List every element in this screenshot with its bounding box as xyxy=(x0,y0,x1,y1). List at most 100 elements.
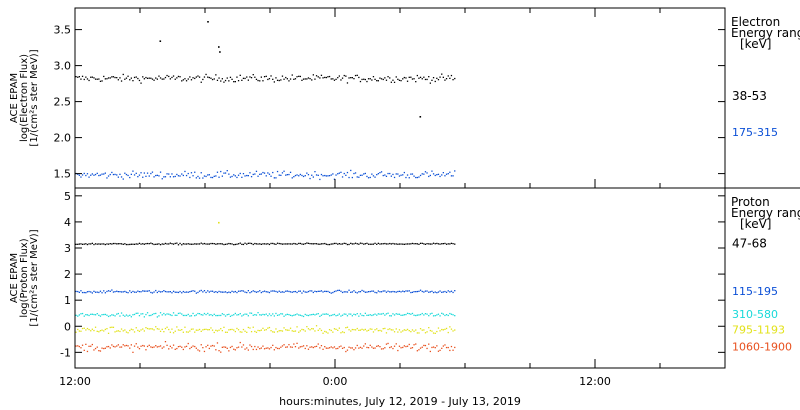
data-point xyxy=(244,313,246,315)
data-point xyxy=(148,290,150,292)
data-point xyxy=(228,291,230,293)
data-point xyxy=(78,330,80,332)
data-point xyxy=(91,173,93,175)
data-point xyxy=(380,171,383,173)
legend-proton-0: 47-68 xyxy=(732,236,767,250)
data-point xyxy=(384,242,386,245)
data-point xyxy=(341,77,344,79)
data-point xyxy=(236,176,238,179)
data-point xyxy=(405,176,407,179)
data-point xyxy=(454,290,456,292)
data-point xyxy=(104,347,106,349)
data-point xyxy=(229,328,232,331)
data-point xyxy=(202,177,204,179)
data-point xyxy=(241,346,243,348)
data-point xyxy=(190,290,193,292)
data-point xyxy=(158,290,160,292)
data-point xyxy=(367,177,370,179)
data-point xyxy=(322,175,324,177)
data-point xyxy=(255,291,258,293)
data-point xyxy=(77,345,79,347)
data-point xyxy=(83,172,85,175)
data-point xyxy=(195,314,197,316)
data-point xyxy=(288,243,290,245)
data-point xyxy=(156,78,158,80)
data-point xyxy=(359,313,362,315)
data-point xyxy=(423,173,425,175)
data-point xyxy=(395,328,397,330)
data-point xyxy=(233,329,235,331)
data-point xyxy=(338,289,340,291)
data-point xyxy=(424,78,427,81)
data-point xyxy=(265,313,267,315)
data-point xyxy=(294,78,297,80)
proton-legend-title-line: [keV] xyxy=(740,217,771,231)
data-point xyxy=(341,347,344,349)
data-point xyxy=(372,243,375,245)
data-point xyxy=(94,314,97,316)
data-point xyxy=(377,173,379,175)
data-point xyxy=(101,173,103,175)
data-point xyxy=(346,291,349,293)
data-point xyxy=(224,331,227,333)
data-point xyxy=(361,289,363,292)
data-point xyxy=(299,330,301,332)
data-point xyxy=(341,243,344,245)
data-point xyxy=(294,290,297,293)
data-point xyxy=(109,173,111,176)
data-point xyxy=(259,243,261,245)
data-point xyxy=(410,291,412,294)
data-point xyxy=(181,80,183,82)
data-point xyxy=(385,291,388,293)
data-point xyxy=(237,329,240,331)
data-point xyxy=(296,326,298,328)
data-point xyxy=(127,332,129,334)
data-point xyxy=(129,329,131,332)
data-point xyxy=(372,290,375,292)
data-point xyxy=(428,315,430,317)
data-point xyxy=(273,243,275,245)
data-point xyxy=(234,81,236,83)
data-point xyxy=(219,51,221,53)
data-point xyxy=(338,243,340,245)
data-point xyxy=(254,345,256,348)
proton-ytick-label: 1 xyxy=(64,294,71,307)
data-point xyxy=(439,330,441,332)
data-point xyxy=(163,78,165,80)
data-point xyxy=(294,346,297,348)
data-point xyxy=(255,78,258,80)
data-point xyxy=(208,243,210,245)
data-point xyxy=(315,313,318,315)
data-point xyxy=(140,82,142,84)
data-point xyxy=(145,313,147,316)
data-point xyxy=(405,243,407,245)
data-point xyxy=(252,290,254,292)
data-point xyxy=(90,313,92,315)
data-point xyxy=(216,314,219,317)
data-point xyxy=(364,343,366,345)
data-point xyxy=(246,291,248,294)
data-point xyxy=(246,76,248,78)
data-point xyxy=(442,313,444,315)
data-point xyxy=(380,243,383,245)
data-point xyxy=(153,176,155,178)
data-point xyxy=(77,76,79,78)
data-point xyxy=(239,331,241,333)
data-point xyxy=(171,347,173,349)
data-point xyxy=(169,176,171,178)
data-point xyxy=(380,313,383,315)
data-point xyxy=(140,329,142,331)
data-point xyxy=(86,327,89,330)
data-point xyxy=(286,78,288,80)
data-point xyxy=(416,290,418,293)
data-point xyxy=(382,328,384,330)
data-point xyxy=(146,290,149,292)
data-point xyxy=(101,292,103,294)
data-point xyxy=(384,290,386,292)
data-point xyxy=(408,177,410,179)
data-point xyxy=(398,175,401,177)
data-point xyxy=(98,291,100,294)
data-point xyxy=(273,331,275,333)
data-point xyxy=(276,314,279,316)
electron-ylabel-line: [1/(cm²s ster MeV)] xyxy=(29,49,40,146)
